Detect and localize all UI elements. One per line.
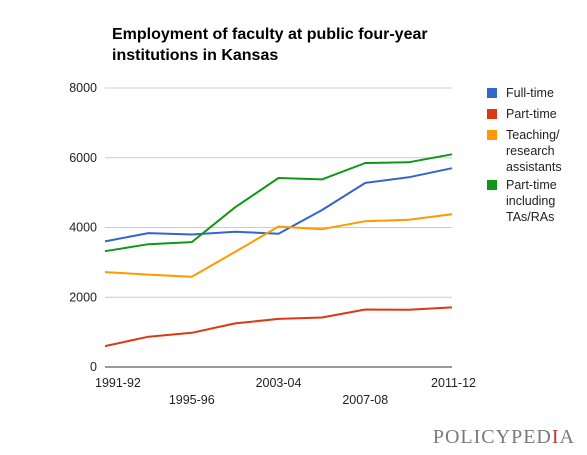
x-tick-label: 1995-96: [169, 393, 215, 407]
legend-label: Teaching/research assistants: [506, 128, 562, 174]
series-line-4: [104, 153, 453, 253]
legend-swatch: [487, 109, 497, 119]
x-tick-label: 2003-04: [256, 376, 302, 390]
y-axis: 0 2000 4000 6000 8000: [69, 81, 97, 374]
x-axis: 1991-92 2003-04 2011-12 1995-96 2007-08: [95, 376, 476, 407]
legend: Full-time Part-time Teaching/research assis…: [487, 86, 562, 224]
series-lines: [104, 153, 453, 348]
x-tick-label: 2011-12: [431, 376, 476, 390]
chart-title: Employment of faculty at public four-yea…: [112, 26, 428, 64]
y-tick-label: 4000: [69, 221, 97, 235]
x-tick-label: 1991-92: [95, 376, 141, 390]
y-tick-label: 8000: [69, 81, 97, 95]
x-tick-label: 2007-08: [342, 393, 388, 407]
y-tick-label: 2000: [69, 290, 97, 304]
y-tick-label: 6000: [69, 151, 97, 165]
series-line-2: [104, 306, 453, 348]
legend-swatch: [487, 130, 497, 140]
series-line-1: [104, 167, 453, 243]
legend-label: Part-time including TAs/RAs: [506, 178, 557, 224]
legend-label: Full-time: [506, 86, 554, 100]
series-line-3: [104, 213, 453, 278]
legend-swatch: [487, 180, 497, 190]
legend-swatch: [487, 88, 497, 98]
legend-label: Part-time: [506, 107, 557, 121]
brand-logo: POLICYPEDIA: [432, 426, 575, 448]
y-tick-label: 0: [90, 360, 97, 374]
